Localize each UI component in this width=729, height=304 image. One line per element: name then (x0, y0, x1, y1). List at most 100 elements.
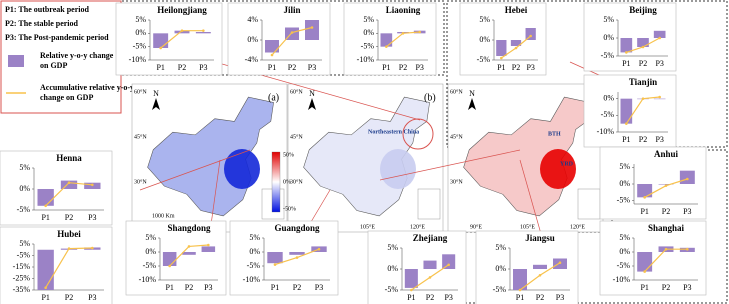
y-tick-label: 5% (249, 233, 260, 242)
x-tick-label: P3 (88, 213, 96, 222)
x-tick-label: P1 (271, 283, 279, 292)
bar (637, 184, 653, 198)
bar (653, 98, 666, 100)
y-tick-label: -5% (133, 41, 147, 50)
chart-frame (599, 220, 707, 296)
y-tick-label: 0% (249, 247, 260, 256)
bar (174, 30, 190, 34)
bar (380, 33, 393, 47)
line-point (529, 34, 532, 38)
bar (265, 40, 279, 53)
bar (620, 98, 633, 124)
y-tick-label: -10% (129, 55, 147, 64)
lon-label: 105°E (520, 223, 535, 230)
bar (423, 260, 437, 269)
bar (60, 180, 78, 189)
x-tick-label: P2 (512, 63, 520, 72)
y-tick-label: -5% (361, 41, 375, 50)
x-tick-label: P3 (88, 293, 96, 302)
y-tick-label: -5% (493, 285, 507, 294)
map-annotation: BTH (548, 131, 561, 137)
small-chart: Hubei 5% -5% -15% -25% -35% P1 P2 P3 (0, 226, 113, 304)
x-tick-label: P3 (526, 63, 534, 72)
y-tick-label: 0% (619, 247, 630, 256)
north-arrow: N (469, 89, 475, 98)
chart-title: Zhejiang (413, 233, 448, 243)
bar (442, 254, 456, 269)
line-point (500, 56, 503, 60)
x-tick-label: P2 (185, 283, 193, 292)
line-point (273, 263, 277, 266)
y-tick-label: -10% (597, 127, 615, 136)
chart-title: Henna (56, 153, 82, 163)
inset-map (417, 188, 441, 220)
y-tick-label: 0% (135, 28, 146, 37)
bar (289, 252, 305, 255)
bar (525, 28, 536, 40)
north-arrow: N (153, 89, 159, 98)
line-point (538, 274, 542, 277)
y-tick-label: 0% (145, 247, 156, 256)
chart-title: Tianjin (629, 77, 657, 87)
y-tick-label: -10% (613, 275, 631, 284)
small-chart: Shanghai 5% 0% -5% -10% P1 P2 P3 (599, 220, 707, 296)
leader-line (379, 149, 521, 181)
chart-title: Jiangsu (525, 233, 555, 243)
lat-label: 60°N (450, 88, 463, 95)
line-point (658, 36, 661, 40)
line-point (295, 256, 299, 259)
line-point (168, 264, 171, 268)
bar (513, 269, 527, 290)
inset-map (577, 188, 601, 220)
colorbar-label: -50% (283, 206, 296, 212)
legend-period: P2: The stable period (5, 19, 79, 28)
x-tick-label: P3 (204, 283, 212, 292)
x-tick-label: P1 (640, 207, 648, 216)
x-tick-label: P2 (536, 293, 544, 302)
map-annotation: YRD (560, 161, 574, 167)
y-tick-label: -5% (601, 51, 615, 60)
legend-period: P1: The outbreak period (5, 5, 89, 14)
y-tick-label: -5% (601, 110, 615, 119)
y-tick-label: 5% (19, 239, 30, 248)
colorbar (271, 151, 281, 213)
small-chart: Tianjin 0% -5% -10% P1 P2 P3 (583, 74, 677, 148)
small-chart: Guangdong 5% 0% -5% -10% P1 P2 P3 (229, 220, 339, 296)
y-tick-label: -5% (247, 261, 261, 270)
chart-frame (0, 226, 113, 304)
line-point (67, 181, 71, 184)
small-chart: Anhui 5% 0% -5% P1 P2 P3 (599, 146, 707, 220)
small-chart: Jilin 4% 0% -4% P1 P2 P3 (227, 2, 331, 76)
x-tick-label: P2 (426, 293, 434, 302)
line-point (270, 53, 274, 57)
line-point (91, 183, 94, 187)
bar (658, 184, 674, 185)
bar (510, 40, 522, 46)
y-tick-label: 0% (363, 28, 374, 37)
x-tick-label: P1 (41, 213, 49, 222)
y-tick-label: 5% (603, 15, 614, 24)
line-point (664, 247, 668, 251)
region-circle (402, 118, 434, 150)
line-point (643, 270, 646, 273)
bar (496, 40, 507, 56)
lat-label: 60°N (290, 88, 303, 95)
line-point (625, 51, 628, 54)
y-tick-label: -5% (617, 261, 631, 270)
line-point (643, 196, 646, 199)
line-point (187, 245, 191, 248)
y-tick-label: -5% (17, 250, 31, 259)
colorbar-label: 50% (283, 152, 294, 158)
bar (533, 264, 547, 269)
y-tick-label: 5% (619, 233, 630, 242)
x-tick-label: P1 (382, 63, 390, 72)
x-tick-label: P3 (556, 293, 564, 302)
lat-label: 45°N (134, 133, 147, 140)
north-icon (152, 98, 160, 110)
line-point (518, 288, 522, 292)
x-tick-label: P3 (655, 135, 663, 144)
chart-title: Heilongjiang (157, 5, 207, 15)
x-tick-label: P3 (308, 63, 316, 72)
